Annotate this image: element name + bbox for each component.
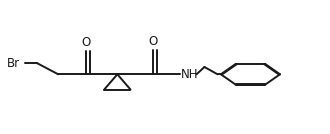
Text: NH: NH [181, 68, 198, 81]
Text: O: O [149, 35, 158, 48]
Text: O: O [82, 36, 91, 49]
Text: Br: Br [7, 57, 20, 70]
